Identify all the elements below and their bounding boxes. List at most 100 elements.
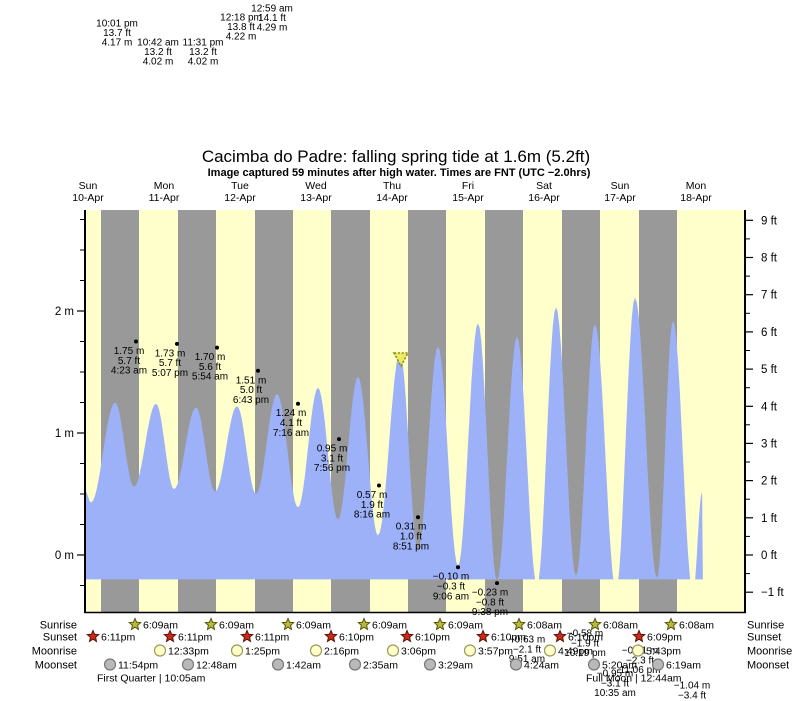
day-label-date: 11-Apr xyxy=(149,192,180,204)
low-tide-label-line: −0.10 m xyxy=(433,572,469,583)
low-tide-label-line: −3.1 ft xyxy=(601,678,629,689)
sunset-time: 6:11pm xyxy=(101,632,135,644)
sunrise-time: 6:09am xyxy=(296,620,331,632)
low-tide-label-line: 4.1 ft xyxy=(280,418,302,429)
low-tide-label-line: 1.0 ft xyxy=(400,531,422,542)
tide-point-dot xyxy=(215,345,219,350)
chart-subtitle: Image captured 59 minutes after high wat… xyxy=(208,167,591,179)
moonrise-icon xyxy=(463,644,477,657)
high-tide-label-line: 11:31 pm xyxy=(183,38,224,49)
right-axis-tick-label: 7 ft xyxy=(761,290,778,302)
day-label-date: 15-Apr xyxy=(452,192,484,204)
moonset-time: 12:48am xyxy=(196,660,237,672)
moonset-icon xyxy=(651,658,665,671)
low-tide-label-line: −2.3 ft xyxy=(626,655,654,666)
sunset-time: 6:11pm xyxy=(178,632,212,644)
astro-row-label-left: Sunset xyxy=(43,632,77,644)
day-label-dow: Sun xyxy=(611,180,630,192)
moonrise-icon xyxy=(309,644,323,657)
sunrise-icon xyxy=(664,617,678,631)
moonset-icon xyxy=(271,658,285,671)
sunrise-time: 6:08am xyxy=(527,620,562,632)
high-tide-label-line: 4.02 m xyxy=(143,57,174,68)
tide-point-dot xyxy=(175,341,179,346)
tide-point-dot xyxy=(495,581,499,586)
day-label-dow: Mon xyxy=(686,180,707,192)
sunrise-icon xyxy=(588,617,602,631)
moonset-time: 4:24am xyxy=(524,660,559,672)
sunrise-time: 6:09am xyxy=(448,620,483,632)
astro-row-label-right: Sunrise xyxy=(747,620,784,632)
moonrise-time: 4:49pm xyxy=(558,646,593,658)
low-tide-label-line: 9:38 pm xyxy=(472,607,508,618)
day-label-date: 17-Apr xyxy=(604,192,636,204)
left-axis-tick-label: 1 m xyxy=(55,428,74,440)
low-tide-label-line: 1.70 m xyxy=(195,352,226,363)
high-tide-label-line: 14.1 ft xyxy=(258,13,286,24)
day-label-date: 14-Apr xyxy=(376,192,408,204)
low-tide-label-line: 5.7 ft xyxy=(159,358,181,369)
moonrise-time: 3:57pm xyxy=(478,646,513,658)
moonset-time: 11:54pm xyxy=(118,660,158,672)
low-tide-label-line: 9:06 am xyxy=(433,591,469,602)
sunrise-icon xyxy=(512,617,526,631)
moonrise-icon xyxy=(230,644,244,657)
sunrise-icon xyxy=(281,617,295,631)
low-tide-label-line: 1.9 ft xyxy=(361,500,383,511)
moonset-icon xyxy=(348,658,362,671)
day-label-date: 18-Apr xyxy=(680,192,712,204)
moon-phase-label: Full Moon | 12:44am xyxy=(586,673,682,685)
moonset-icon xyxy=(509,658,523,671)
right-axis-tick-label: 8 ft xyxy=(761,253,778,265)
day-label-date: 10-Apr xyxy=(72,192,104,204)
sunset-time: 6:10pm xyxy=(339,632,374,644)
tide-point-dot xyxy=(256,368,260,373)
day-label-dow: Tue xyxy=(231,180,249,192)
moonrise-time: 12:33pm xyxy=(168,646,209,658)
right-axis-tick-label: 1 ft xyxy=(761,513,778,525)
sunrise-time: 6:08am xyxy=(679,620,714,632)
astro-row-label-left: Sunrise xyxy=(40,620,77,632)
right-axis-tick-label: 9 ft xyxy=(761,215,778,227)
right-axis-tick-label: 5 ft xyxy=(761,364,778,376)
moonrise-time: 5:43pm xyxy=(646,646,681,658)
low-tide-label-line: 0.57 m xyxy=(357,490,388,501)
low-tide-label-line: 5.0 ft xyxy=(240,385,262,396)
moonset-time: 1:42am xyxy=(286,660,321,672)
right-axis-tick-label: 6 ft xyxy=(761,327,778,339)
right-axis-tick-label: −1 ft xyxy=(761,587,785,599)
moonset-icon xyxy=(587,658,601,671)
low-tide-label-line: 1.75 m xyxy=(114,346,145,357)
day-label-date: 12-Apr xyxy=(224,192,256,204)
low-tide-label-line: 8:51 pm xyxy=(393,541,429,552)
astro-row-label-right: Moonrise xyxy=(747,646,792,658)
low-tide-label-line: 7:56 pm xyxy=(314,463,350,474)
astro-row-label-left: Moonrise xyxy=(32,646,77,658)
low-tide-label-line: 1.51 m xyxy=(236,375,267,386)
sunrise-time: 6:08am xyxy=(603,620,638,632)
moonrise-time: 1:25pm xyxy=(245,646,280,658)
low-tide-label-line: 9:51 am xyxy=(509,654,545,665)
high-tide-label-line: 4.17 m xyxy=(102,38,133,49)
day-label-dow: Fri xyxy=(462,180,474,192)
chart-title: Cacimba do Padre: falling spring tide at… xyxy=(202,147,590,166)
sunset-icon xyxy=(163,629,177,643)
low-tide-label-line: 4:23 am xyxy=(111,366,147,377)
high-tide-label-line: 12:59 am xyxy=(251,4,293,15)
high-tide-label-line: 13.2 ft xyxy=(189,47,217,58)
low-tide-label-line: 0.95 m xyxy=(317,444,348,455)
low-tide-label-line: 10:35 am xyxy=(594,688,636,699)
high-tide-label-line: 13.2 ft xyxy=(144,47,172,58)
day-label-dow: Sat xyxy=(536,180,552,192)
low-tide-label-line: −2.1 ft xyxy=(513,644,541,655)
low-tide-label-line: −0.3 ft xyxy=(437,582,465,593)
sunrise-time: 6:09am xyxy=(143,620,178,632)
low-tide-label-line: 11:06 pm xyxy=(620,665,661,676)
moonset-icon xyxy=(423,658,437,671)
high-tide-label-line: 12:18 pm xyxy=(220,13,262,24)
right-axis-tick-label: 4 ft xyxy=(761,401,778,413)
low-tide-label-line: 5:07 pm xyxy=(152,368,188,379)
left-axis-tick-label: 0 m xyxy=(55,550,74,562)
